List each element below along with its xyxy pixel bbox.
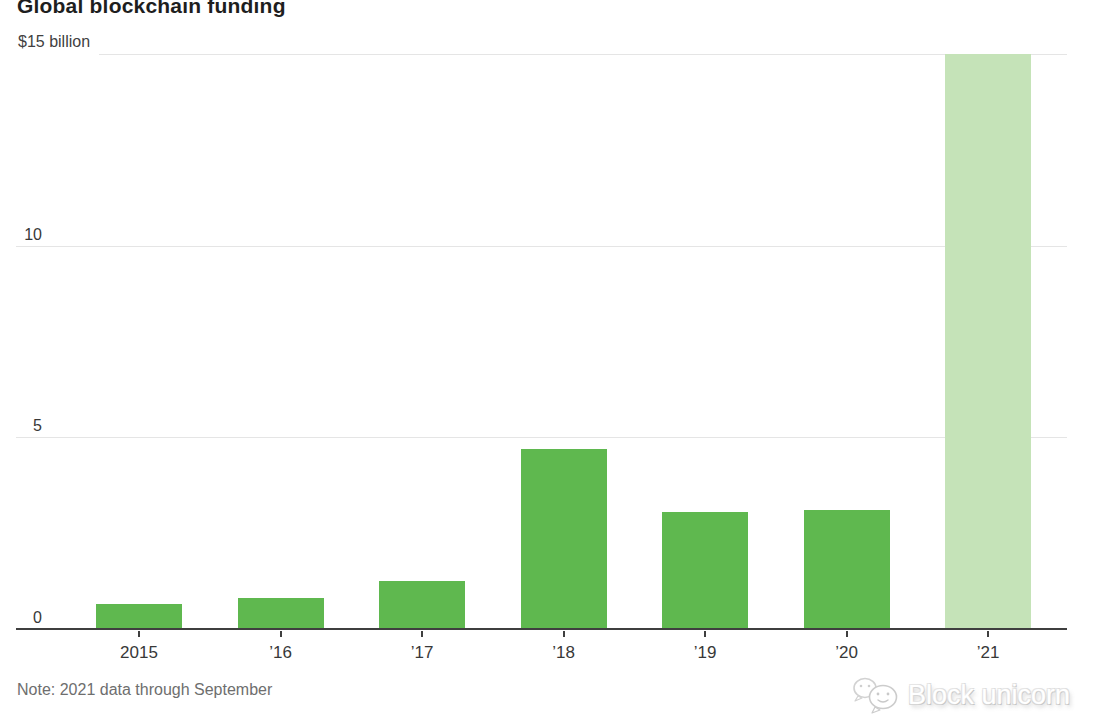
x-axis-label-5: ’20: [792, 642, 902, 664]
plot-area: 10502015’16’17’18’19’20’21: [16, 54, 1067, 629]
x-axis-tick-4: [704, 631, 706, 637]
chat-bubbles-icon: [850, 676, 902, 714]
gridline-15: [99, 54, 1067, 55]
x-axis-label-1: ’16: [226, 642, 336, 664]
chart-title: Global blockchain funding: [17, 0, 286, 18]
chart-note: Note: 2021 data through September: [17, 681, 272, 699]
watermark: Block unicorn: [850, 676, 1070, 714]
x-axis-label-3: ’18: [509, 642, 619, 664]
x-axis-label-6: ’21: [933, 642, 1043, 664]
y-axis-label-5: 5: [0, 416, 58, 436]
bar-17: [379, 581, 465, 629]
bar-20: [804, 510, 890, 629]
x-axis-tick-5: [846, 631, 848, 637]
y-axis-label-0: 0: [0, 608, 58, 628]
x-axis-tick-0: [138, 631, 140, 637]
bar-19: [662, 512, 748, 629]
x-axis-tick-6: [987, 631, 989, 637]
gridline-10: [16, 246, 1067, 247]
watermark-label: Block unicorn: [908, 680, 1070, 711]
x-axis-tick-1: [280, 631, 282, 637]
bar-16: [238, 598, 324, 629]
x-axis-tick-3: [563, 631, 565, 637]
y-axis-label-10: 10: [0, 225, 58, 245]
x-axis-label-2: ’17: [367, 642, 477, 664]
y-axis-unit-label: $15 billion: [18, 33, 90, 51]
x-axis-tick-2: [421, 631, 423, 637]
x-axis-label-0: 2015: [84, 642, 194, 664]
chart-page: Global blockchain funding $15 billion 10…: [0, 0, 1114, 715]
gridline-5: [16, 437, 1067, 438]
x-axis-label-4: ’19: [650, 642, 760, 664]
bar-21: [945, 54, 1031, 629]
bar-18: [521, 449, 607, 629]
bar-2015: [96, 604, 182, 629]
x-axis-line: [16, 628, 1067, 630]
